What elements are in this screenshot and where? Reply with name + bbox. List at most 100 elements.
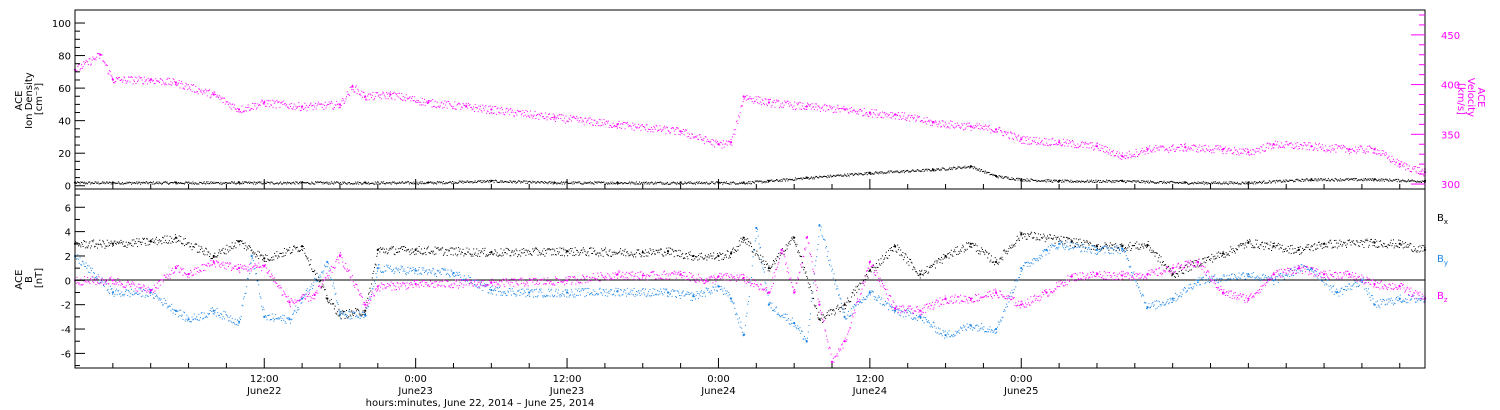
series-sample	[431, 250, 433, 252]
series-sample	[947, 169, 949, 171]
series-sample	[141, 241, 143, 243]
series-sample	[1380, 179, 1382, 181]
series-sample	[396, 95, 398, 97]
series-sample	[319, 181, 321, 183]
series-sample	[339, 106, 341, 108]
series-sample	[1183, 182, 1185, 184]
series-sample	[839, 174, 841, 176]
series-sample	[520, 182, 522, 184]
series-sample	[1041, 180, 1043, 182]
series-sample	[994, 174, 996, 176]
series-sample	[397, 182, 399, 184]
series-sample	[785, 178, 787, 180]
series-sample	[473, 181, 475, 183]
series-sample	[838, 108, 840, 110]
series-sample	[415, 101, 417, 103]
series-sample	[366, 301, 368, 303]
series-sample	[775, 260, 777, 262]
series-sample	[607, 122, 609, 124]
series-sample	[471, 181, 473, 183]
series-sample	[829, 174, 831, 176]
series-sample	[1311, 178, 1313, 180]
series-sample	[670, 253, 672, 255]
series-sample	[137, 79, 139, 81]
series-sample	[421, 253, 423, 255]
series-sample	[1154, 151, 1156, 153]
series-sample	[382, 91, 384, 93]
series-sample	[886, 172, 888, 174]
series-sample	[520, 181, 522, 183]
series-sample	[999, 175, 1001, 177]
series-sample	[296, 107, 298, 109]
series-sample	[945, 123, 947, 125]
series-sample	[1127, 157, 1129, 159]
series-sample	[772, 101, 774, 103]
series-sample	[193, 183, 195, 185]
series-sample	[205, 247, 207, 249]
series-sample	[795, 108, 797, 110]
series-sample	[934, 122, 936, 124]
series-sample	[274, 183, 276, 185]
series-sample	[1258, 150, 1260, 152]
series-sample	[1037, 180, 1039, 182]
series-sample	[236, 182, 238, 184]
series-sample	[277, 183, 279, 185]
series-sample	[608, 250, 610, 252]
series-sample	[132, 245, 134, 247]
series-sample	[741, 241, 743, 243]
series-sample	[190, 182, 192, 184]
series-sample	[1132, 154, 1134, 156]
series-sample	[92, 56, 94, 58]
series-sample	[1165, 183, 1167, 185]
series-sample	[639, 183, 641, 185]
series-sample	[1003, 176, 1005, 178]
series-sample	[1247, 149, 1249, 151]
series-sample	[540, 112, 542, 114]
series-sample	[1332, 147, 1334, 149]
series-sample	[1011, 133, 1013, 135]
series-sample	[191, 249, 193, 251]
series-sample	[909, 258, 911, 260]
series-sample	[511, 182, 513, 184]
series-sample	[1349, 178, 1351, 180]
series-sample	[633, 253, 635, 255]
series-sample	[475, 106, 477, 108]
series-sample	[981, 168, 983, 170]
series-sample	[658, 182, 660, 184]
series-sample	[1367, 145, 1369, 147]
series-sample	[268, 259, 270, 261]
series-sample	[842, 305, 844, 307]
series-point	[805, 105, 808, 108]
series-sample	[941, 120, 943, 122]
series-sample	[878, 115, 880, 117]
series-sample	[195, 243, 197, 245]
series-sample	[744, 183, 746, 185]
series-sample	[860, 283, 862, 285]
series-sample	[565, 181, 567, 183]
series-sample	[612, 122, 614, 124]
series-sample	[115, 242, 117, 244]
series-sample	[758, 103, 760, 105]
series-sample	[1398, 160, 1400, 162]
series-sample	[1254, 150, 1256, 152]
series-sample	[102, 240, 104, 242]
series-sample	[1420, 170, 1422, 172]
series-sample	[635, 127, 637, 129]
series-sample	[465, 182, 467, 184]
series-sample	[1044, 144, 1046, 146]
series-sample	[617, 123, 619, 125]
series-sample	[676, 250, 678, 252]
series-sample	[1274, 182, 1276, 184]
series-sample	[1284, 181, 1286, 183]
series-sample	[693, 255, 695, 257]
series-sample	[493, 253, 495, 255]
series-sample	[1280, 181, 1282, 183]
series-sample	[1002, 135, 1004, 137]
series-sample	[383, 248, 385, 250]
series-sample	[688, 254, 690, 256]
series-sample	[956, 253, 958, 255]
series-sample	[836, 306, 838, 308]
series-sample	[137, 80, 139, 82]
series-sample	[224, 103, 226, 105]
